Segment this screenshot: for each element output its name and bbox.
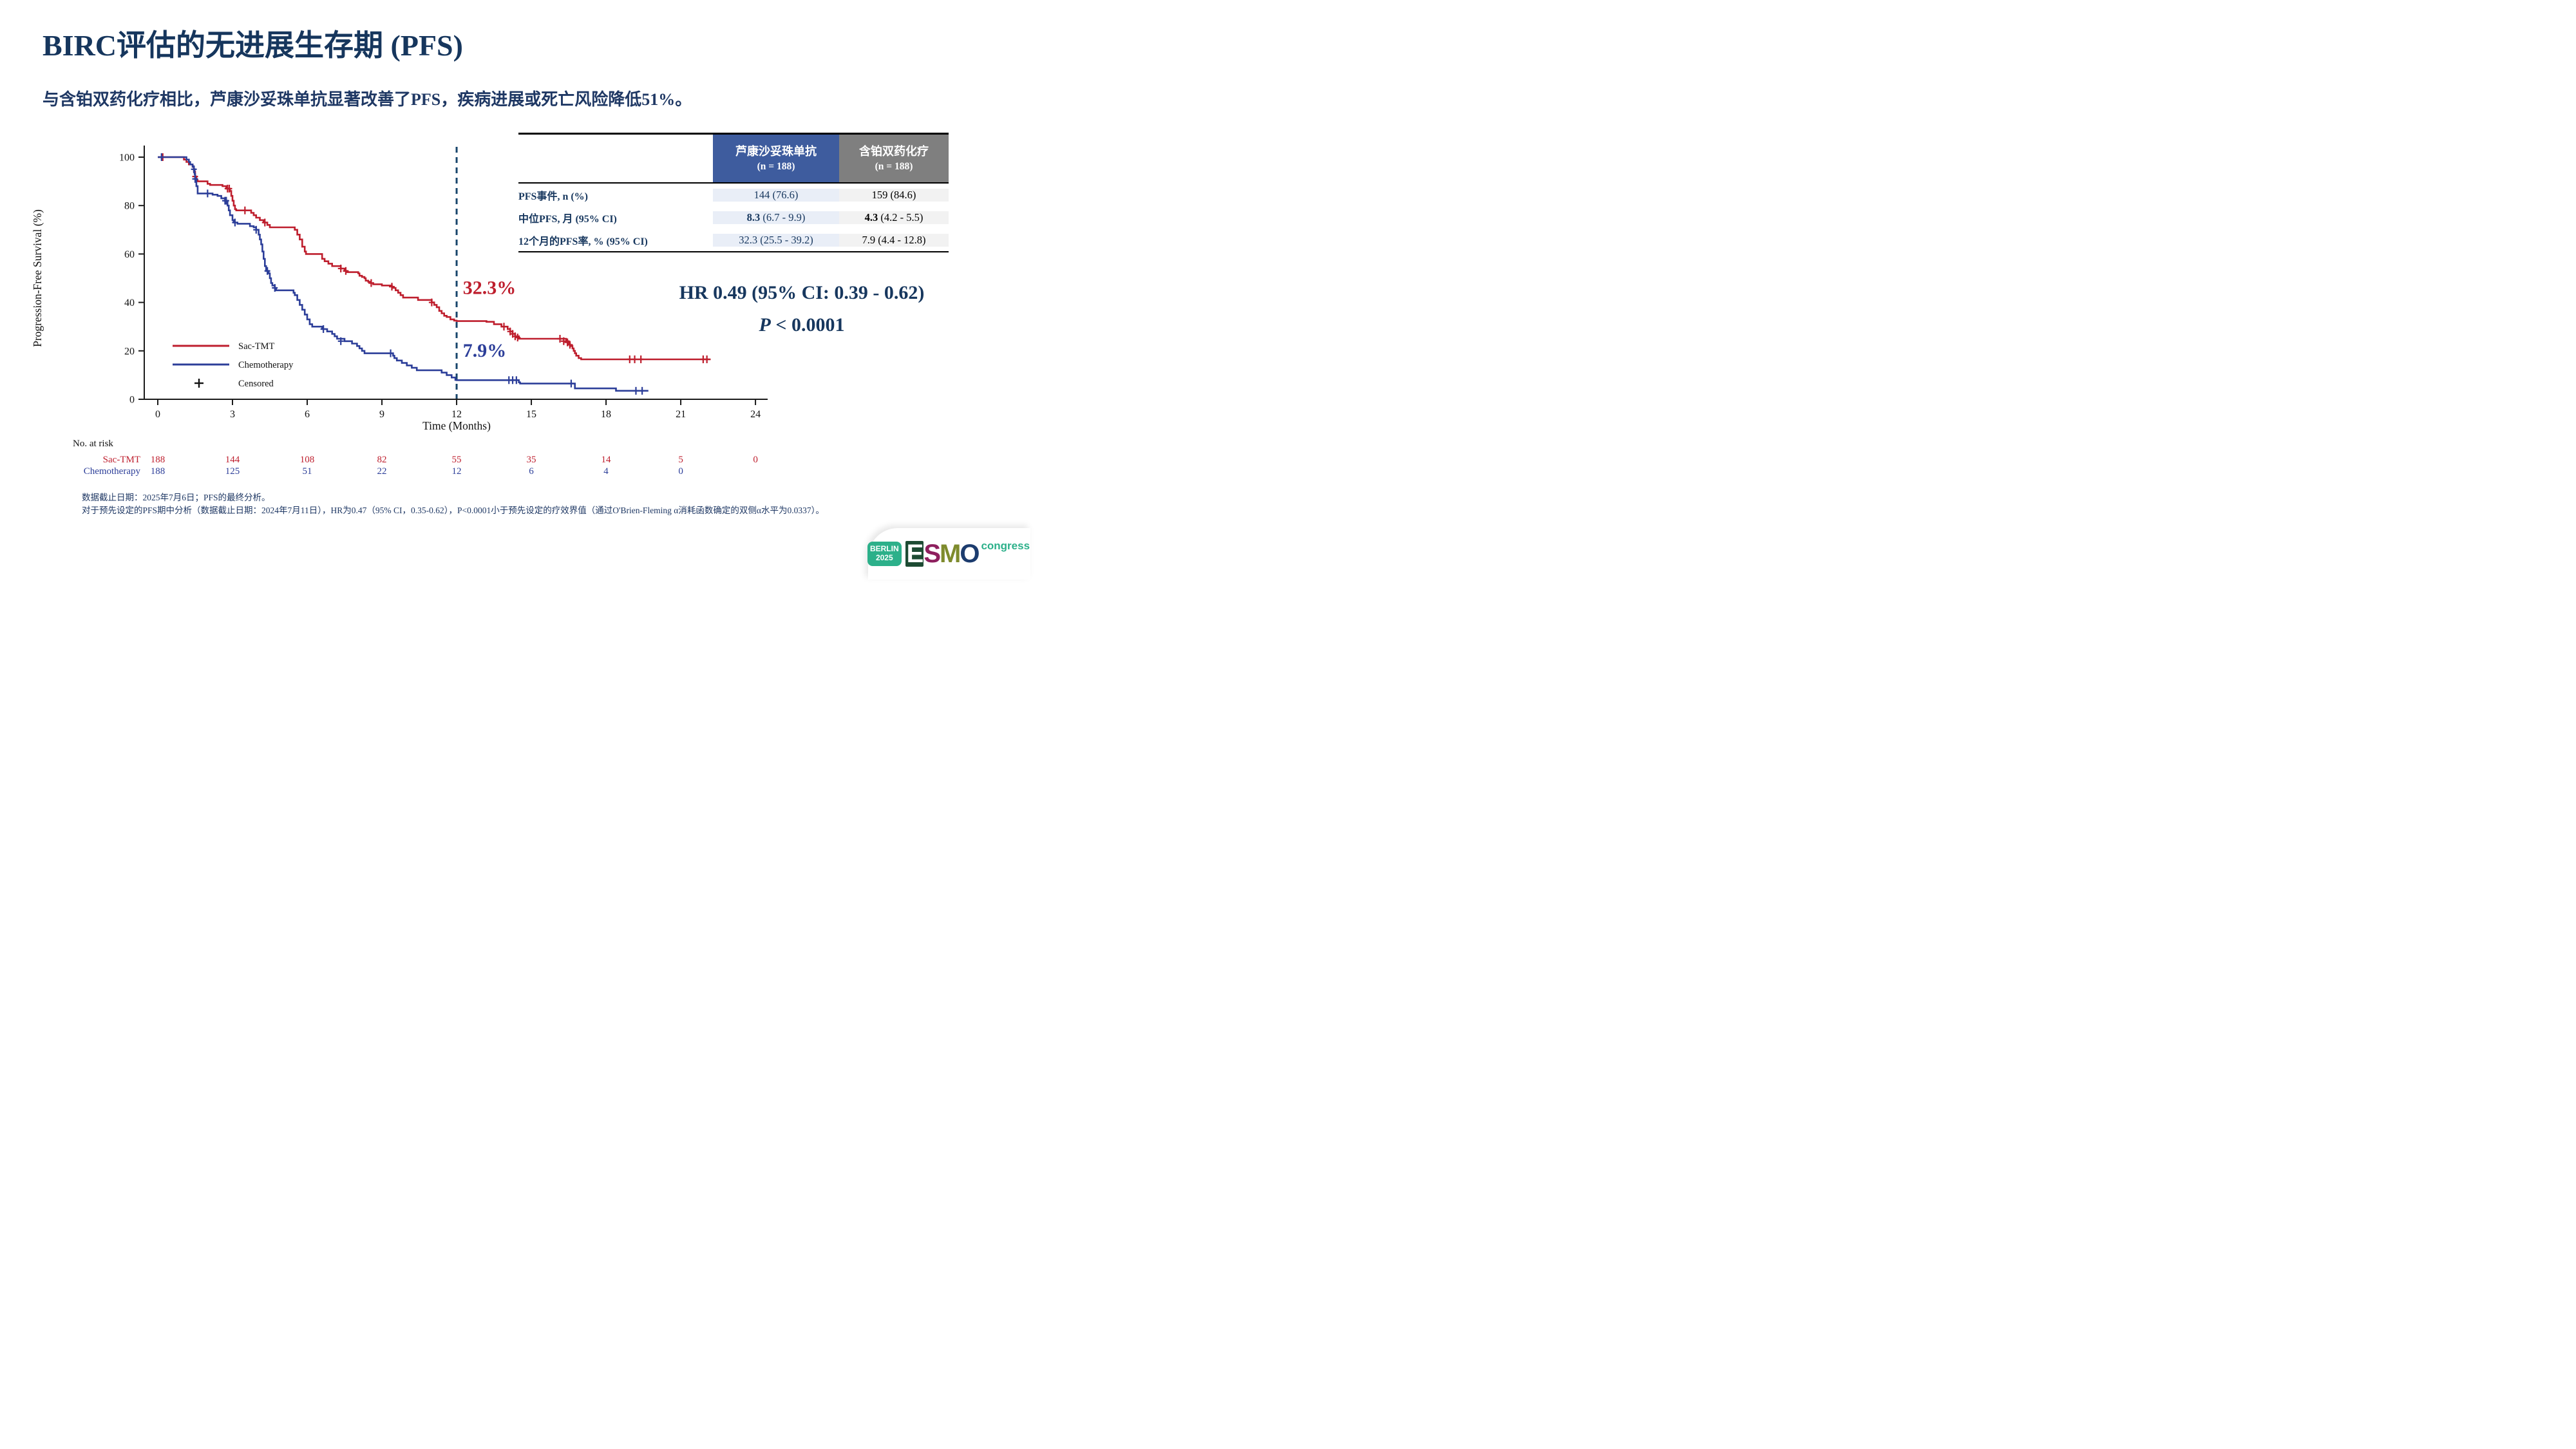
km-curve-sac-tmt: [158, 156, 711, 361]
header-sac-tmt: 芦康沙妥珠单抗 (n = 188): [713, 135, 839, 182]
value-bold: 4.3: [864, 211, 878, 223]
header-sac-tmt-n: (n = 188): [757, 160, 795, 172]
risk-value: 35: [526, 455, 536, 465]
value-rest: 32.3 (25.5 - 39.2): [739, 233, 813, 246]
risk-row-label-chemotherapy: Chemotherapy: [83, 466, 140, 477]
x-tick-label: 6: [305, 409, 310, 420]
congress-label: congress: [981, 540, 1030, 552]
esmo-letter-s: S: [923, 540, 941, 568]
header-sac-tmt-title: 芦康沙妥珠单抗: [735, 144, 817, 158]
header-chemo-n: (n = 188): [875, 160, 913, 172]
footnote-line-1: 数据截止日期：2025年7月6日；PFS的最终分析。: [82, 493, 270, 502]
p-value-rest: < 0.0001: [770, 314, 845, 336]
x-tick-label: 0: [155, 409, 160, 420]
risk-value: 6: [529, 466, 534, 477]
row-value-chemo: 159 (84.6): [839, 188, 949, 202]
x-tick-label: 12: [451, 409, 462, 420]
p-value-text: P < 0.0001: [647, 314, 956, 336]
results-table: 芦康沙妥珠单抗 (n = 188) 含铂双药化疗 (n = 188) PFS事件…: [518, 133, 949, 252]
y-tick-label: 0: [129, 395, 135, 406]
value-bold: 8.3: [746, 211, 761, 223]
legend-label: Sac-TMT: [238, 341, 275, 352]
header-chemo: 含铂双药化疗 (n = 188): [839, 135, 949, 182]
header-chemo-title: 含铂双药化疗: [859, 144, 929, 158]
esmo-letter-o: O: [960, 540, 980, 568]
table-row-median-pfs: 中位PFS, 月 (95% CI) 8.3 (6.7 - 9.9) 4.3 (4…: [518, 206, 949, 229]
row-value-sac: 8.3 (6.7 - 9.9): [713, 211, 839, 224]
row-value-sac: 32.3 (25.5 - 39.2): [713, 233, 839, 247]
x-axis-title: Time (Months): [422, 419, 491, 432]
badge-year: 2025: [875, 553, 893, 562]
risk-value: 108: [299, 455, 315, 465]
risk-value: 14: [601, 455, 611, 465]
risk-value: 125: [225, 466, 240, 477]
page-subtitle: 与含铂双药化疗相比，芦康沙妥珠单抗显著改善了PFS，疾病进展或死亡风险降低51%…: [43, 90, 692, 109]
value-rest: (4.2 - 5.5): [878, 211, 923, 223]
table-row-pfs-events: PFS事件, n (%) 144 (76.6) 159 (84.6): [518, 184, 949, 206]
y-tick-label: 100: [119, 153, 135, 164]
x-tick-label: 9: [379, 409, 384, 420]
badge-city: BERLIN: [869, 544, 899, 554]
risk-table-caption: No. at risk: [73, 439, 113, 449]
header-empty-cell: [518, 135, 713, 182]
risk-value: 0: [753, 455, 758, 465]
row-label: PFS事件, n (%): [518, 191, 589, 202]
y-tick-label: 80: [124, 201, 135, 212]
risk-value: 188: [150, 455, 166, 465]
value-rest: 144 (76.6): [753, 188, 799, 201]
footnotes: 数据截止日期：2025年7月6日；PFS的最终分析。 对于预先设定的PFS期中分…: [82, 491, 824, 517]
hazard-ratio-block: HR 0.49 (95% CI: 0.39 - 0.62) P < 0.0001: [647, 282, 956, 336]
value-rest: (6.7 - 9.9): [760, 211, 806, 223]
y-axis-title: Progression-Free Survival (%): [31, 209, 44, 347]
row-label: 中位PFS, 月 (95% CI): [518, 213, 617, 225]
x-tick-label: 24: [750, 409, 761, 420]
x-tick-label: 15: [526, 409, 536, 420]
berlin-2025-badge: BERLIN 2025: [867, 542, 902, 566]
row-label: 12个月的PFS率, % (95% CI): [518, 236, 648, 247]
esmo-letter-m: M: [940, 540, 961, 568]
risk-value: 12: [451, 466, 462, 477]
risk-row-label-sac-tmt: Sac-TMT: [102, 455, 140, 465]
p-symbol: P: [759, 314, 771, 336]
value-rest: 159 (84.6): [871, 188, 916, 201]
esmo-letter-e: E: [905, 540, 924, 568]
km-survival-chart: 0 20 40 60 80 100 0 3 6 9 12 15 18 21 24 Time (Months) P…: [31, 146, 768, 432]
legend-label: Censored: [238, 379, 274, 389]
table-row-12mo-pfs-rate: 12个月的PFS率, % (95% CI) 32.3 (25.5 - 39.2)…: [518, 229, 949, 251]
hazard-ratio-text: HR 0.49 (95% CI: 0.39 - 0.62): [679, 282, 925, 303]
x-tick-label: 21: [676, 409, 686, 420]
value-rest: 7.9 (4.4 - 12.8): [862, 233, 926, 246]
risk-value: 82: [377, 455, 387, 465]
legend-label: Chemotherapy: [238, 360, 294, 370]
risk-value: 5: [678, 455, 683, 465]
x-tick-label: 18: [601, 409, 611, 420]
row-value-chemo: 7.9 (4.4 - 12.8): [839, 233, 949, 247]
y-tick-label: 60: [124, 249, 135, 260]
risk-value: 22: [377, 466, 387, 477]
page-title: BIRC评估的无进展生存期 (PFS): [43, 29, 463, 62]
risk-value: 0: [678, 466, 683, 477]
footnote-line-2: 对于预先设定的PFS期中分析（数据截止日期：2024年7月11日），HR为0.4…: [82, 506, 824, 515]
row-value-sac: 144 (76.6): [713, 188, 839, 202]
slide: { "slide": { "title": "BIRC评估的无进展生存期 (PF…: [0, 0, 1030, 580]
milestone-label-sac-tmt: 32.3%: [463, 277, 516, 298]
row-value-chemo: 4.3 (4.2 - 5.5): [839, 211, 949, 224]
risk-value: 188: [150, 466, 166, 477]
km-curve-chemotherapy: [158, 156, 649, 392]
y-tick-label: 40: [124, 298, 135, 308]
results-table-header: 芦康沙妥珠单抗 (n = 188) 含铂双药化疗 (n = 188): [518, 135, 949, 184]
risk-value: 144: [225, 455, 240, 465]
x-tick-label: 3: [230, 409, 235, 420]
risk-value: 51: [302, 466, 312, 477]
y-tick-label: 20: [124, 346, 135, 357]
risk-value: 4: [603, 466, 609, 477]
milestone-label-chemotherapy: 7.9%: [463, 340, 507, 361]
risk-value: 55: [451, 455, 462, 465]
